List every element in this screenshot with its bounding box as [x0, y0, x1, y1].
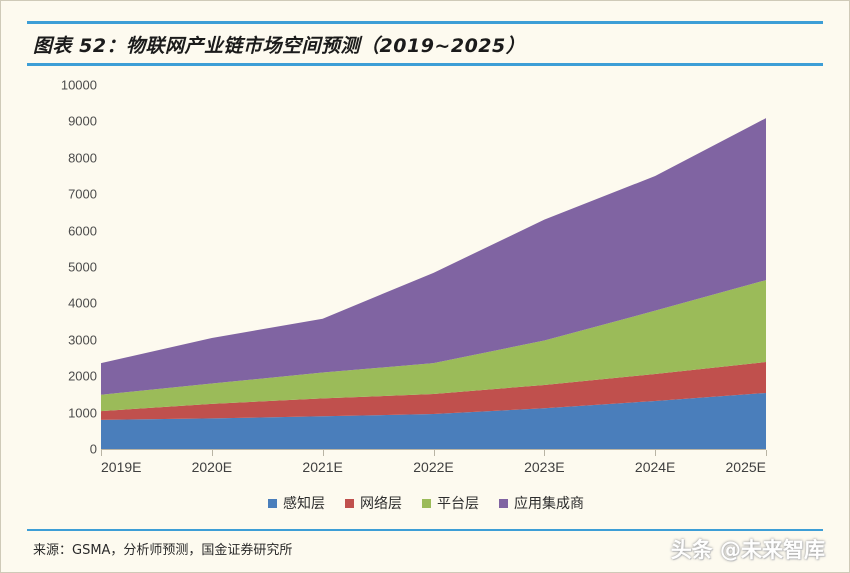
- x-axis-tickmark: [322, 450, 324, 456]
- chart-plot-area: 0 1000 2000 3000 4000 5000 6000 7000 8000 9000 100…: [1, 71, 850, 475]
- stacked-area-canvas: [101, 85, 766, 449]
- x-axis-tickmark: [544, 450, 546, 456]
- legend-swatch-icon: [499, 498, 508, 508]
- y-axis-tick-label: 0: [89, 441, 97, 457]
- y-axis-tick-label: 9000: [68, 113, 97, 129]
- source-note: 来源：GSMA，分析师预测，国金证券研究所: [33, 543, 293, 558]
- legend-swatch-icon: [422, 498, 431, 508]
- title-rule-top: [27, 21, 823, 24]
- x-axis-tick-label: 2025E: [725, 459, 766, 475]
- x-axis-tick-label: 2023E: [524, 459, 565, 475]
- y-axis-tick-label: 7000: [68, 186, 97, 202]
- x-axis-tickmark: [433, 450, 435, 456]
- x-axis-line: [101, 449, 766, 450]
- x-axis-tickmark: [211, 450, 213, 456]
- legend-item-label: 网络层: [360, 496, 402, 512]
- page-title: 图表 52：物联网产业链市场空间预测（2019~2025）: [33, 34, 526, 57]
- x-axis-tick-label: 2022E: [413, 459, 454, 475]
- legend-swatch-icon: [345, 498, 354, 508]
- y-axis-tick-label: 1000: [68, 405, 97, 421]
- x-axis-tick-label: 2021E: [302, 459, 343, 475]
- legend-item-label: 平台层: [437, 496, 479, 512]
- legend-swatch-icon: [268, 498, 277, 508]
- x-axis-tick-label: 2024E: [634, 459, 676, 475]
- y-axis-tick-label: 10000: [60, 77, 97, 93]
- legend-item[interactable]: 应用集成商: [499, 493, 584, 513]
- y-axis-tick-label: 5000: [68, 259, 97, 275]
- x-axis-tickmark: [101, 450, 102, 456]
- x-axis-tick-label: 2020E: [191, 459, 233, 475]
- area-series-感知层: [101, 392, 766, 449]
- area-series-应用集成商: [101, 118, 766, 395]
- x-axis-labels: 2019E 2020E 2021E 2022E 2023E 2024E 2025E: [1, 459, 850, 483]
- watermark: 头条 @未来智库: [670, 538, 825, 562]
- x-axis-tick-label: 2019E: [101, 459, 142, 475]
- y-axis-tick-label: 6000: [68, 223, 97, 239]
- x-axis-tickmark: [655, 450, 657, 456]
- y-axis-tick-label: 8000: [68, 150, 97, 166]
- area-series-svg: [101, 118, 766, 449]
- legend-item-label: 应用集成商: [514, 496, 584, 512]
- x-axis-tickmarks: [1, 450, 850, 460]
- x-axis-tickmark: [766, 450, 767, 456]
- y-axis: 0 1000 2000 3000 4000 5000 6000 7000 8000 9000 100…: [29, 71, 97, 457]
- footer-rule: [27, 529, 823, 531]
- legend-item[interactable]: 网络层: [345, 493, 402, 513]
- legend-item[interactable]: 感知层: [268, 493, 325, 513]
- legend-item-label: 感知层: [283, 496, 325, 512]
- y-axis-tick-label: 2000: [68, 368, 97, 384]
- area-series-平台层: [101, 280, 766, 412]
- title-rule-bottom: [27, 63, 823, 66]
- y-axis-tick-label: 4000: [68, 295, 97, 311]
- y-axis-tick-label: 3000: [68, 332, 97, 348]
- area-series-网络层: [101, 362, 766, 420]
- chart-legend: 感知层 网络层 平台层 应用集成商: [1, 493, 850, 513]
- legend-item[interactable]: 平台层: [422, 493, 479, 513]
